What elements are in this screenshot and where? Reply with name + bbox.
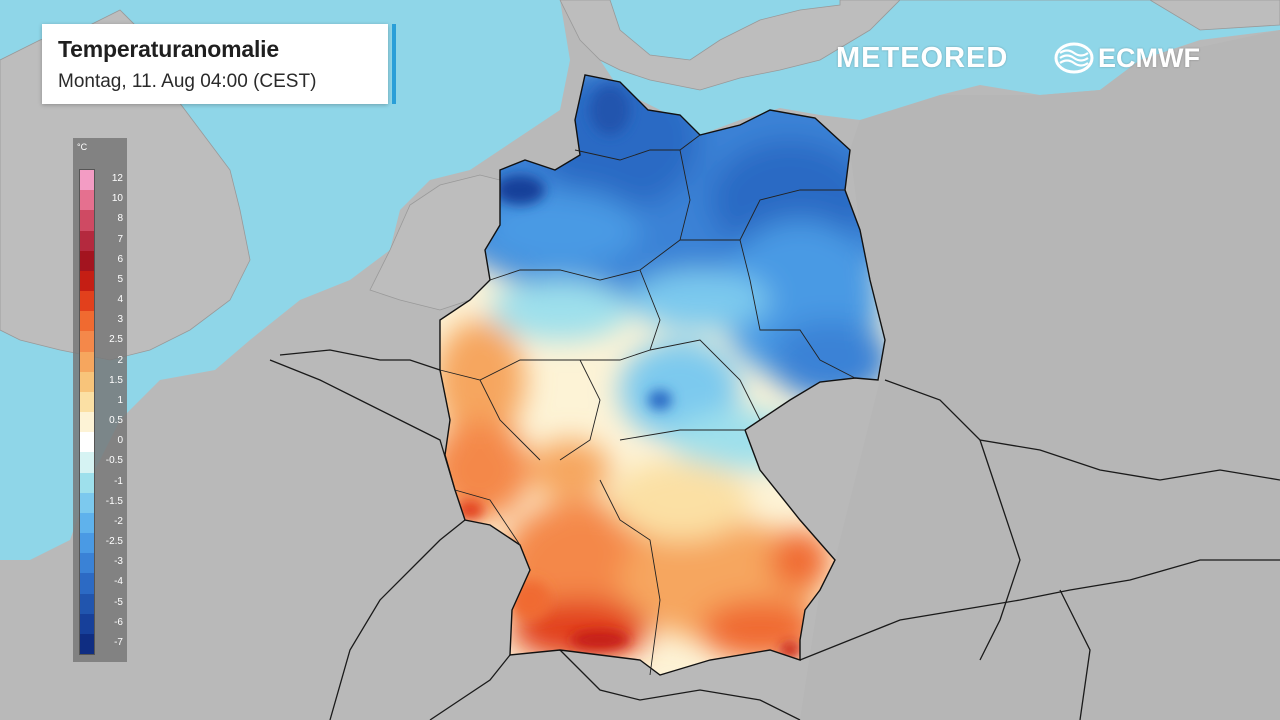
legend-swatch <box>80 573 94 594</box>
legend-swatch <box>80 593 94 615</box>
ecmwf-logo: ECMWF <box>1098 43 1200 73</box>
legend-swatch <box>80 210 94 231</box>
ecmwf-wave-icon <box>1054 42 1094 74</box>
legend-swatch <box>80 331 94 352</box>
legend-swatch <box>80 553 94 574</box>
legend-label: -4 <box>114 576 123 588</box>
denmark <box>559 0 1280 91</box>
title-panel: Temperaturanomalie Montag, 11. Aug 04:00… <box>42 24 396 104</box>
legend-swatch <box>80 230 94 252</box>
legend-swatch <box>80 512 94 534</box>
legend-label: 0 <box>117 435 123 447</box>
legend-swatch <box>80 613 94 635</box>
legend-label: 3 <box>117 314 123 326</box>
legend-color-bar <box>79 169 95 655</box>
legend-label: 7 <box>117 233 123 245</box>
legend-label: 10 <box>111 193 123 205</box>
legend-swatch <box>80 533 94 554</box>
map-title: Temperaturanomalie <box>58 36 279 62</box>
legend-swatch <box>80 351 94 373</box>
legend-label: 8 <box>117 213 123 225</box>
germany-borders <box>439 74 886 676</box>
legend-label: 2.5 <box>109 334 123 346</box>
legend-label: -2.5 <box>105 536 123 548</box>
legend-swatch <box>80 170 94 191</box>
legend-label: -6 <box>114 616 123 628</box>
legend-label: 4 <box>117 294 123 306</box>
map-timestamp: Montag, 11. Aug 04:00 (CEST) <box>58 71 317 92</box>
legend-label: -0.5 <box>105 455 123 467</box>
legend-swatch <box>80 432 94 453</box>
title-accent-bar <box>392 24 396 104</box>
meteored-logo: METEORED <box>836 42 1009 74</box>
state-borders <box>439 134 856 676</box>
legend-swatch <box>80 371 94 393</box>
legend-label: 12 <box>111 173 123 185</box>
legend-swatch <box>80 291 94 312</box>
legend-label: 6 <box>117 253 123 265</box>
legend-label: -3 <box>114 556 123 568</box>
legend-swatch <box>80 190 94 211</box>
legend-label: 1 <box>117 394 123 406</box>
legend-unit: °C <box>77 142 88 152</box>
legend-swatch <box>80 472 94 494</box>
legend-swatch <box>80 311 94 332</box>
legend-label: 5 <box>117 273 123 285</box>
legend-label: -7 <box>114 636 123 648</box>
legend-label: -2 <box>114 515 123 527</box>
legend-label: 0.5 <box>109 415 123 427</box>
country-borders <box>269 349 1280 720</box>
color-legend: °C 12 10 8 7 6 5 4 3 2.5 2 1.5 1 0.5 0 -0.5 -1 -1.5 -2 -2.… <box>73 138 127 662</box>
legend-swatch <box>80 270 94 292</box>
legend-swatch <box>80 492 94 514</box>
legend-label: -1.5 <box>105 495 123 507</box>
legend-swatch <box>80 633 94 655</box>
legend-swatch <box>80 452 94 473</box>
legend-label: -5 <box>114 596 123 608</box>
legend-swatch <box>80 412 94 433</box>
legend-swatch <box>80 250 94 272</box>
poland <box>800 30 1280 720</box>
legend-label: 2 <box>117 354 123 366</box>
legend-label: -1 <box>114 475 123 487</box>
legend-label: 1.5 <box>109 374 123 386</box>
legend-swatch <box>80 391 94 413</box>
